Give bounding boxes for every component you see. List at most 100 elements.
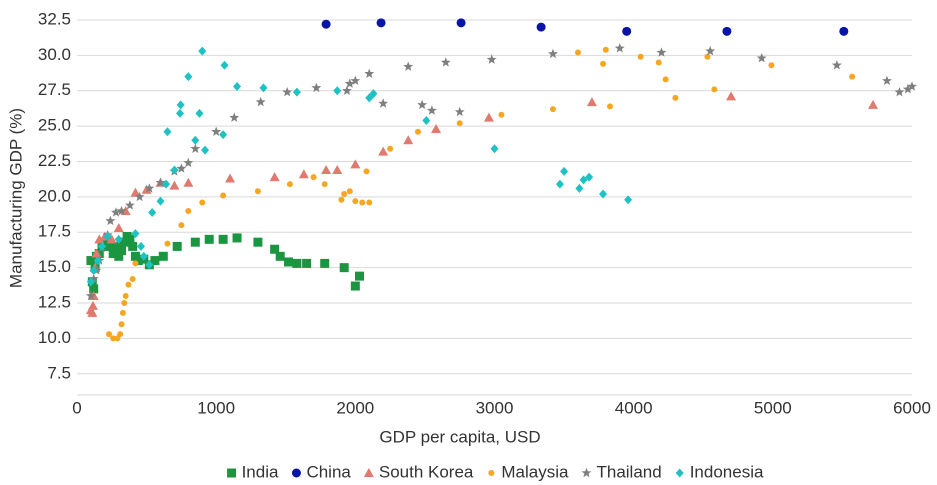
x-axis-label: GDP per capita, USD <box>379 427 540 446</box>
marker <box>282 86 293 97</box>
y-tick-label: 12.5 <box>38 293 71 312</box>
marker <box>454 106 465 117</box>
legend-marker <box>363 468 374 477</box>
marker <box>342 85 352 95</box>
marker <box>275 251 285 261</box>
marker <box>292 258 302 268</box>
marker <box>403 135 414 145</box>
marker <box>655 59 662 66</box>
marker <box>116 205 127 216</box>
marker <box>111 241 121 251</box>
marker <box>259 83 268 93</box>
marker <box>89 265 98 275</box>
marker <box>125 281 132 288</box>
marker <box>105 215 116 226</box>
marker <box>486 54 497 64</box>
marker <box>128 241 138 251</box>
marker <box>711 86 718 93</box>
marker <box>190 143 201 153</box>
marker <box>94 248 104 258</box>
marker <box>103 232 112 242</box>
legend-marker <box>291 468 301 478</box>
marker <box>269 172 280 182</box>
marker <box>132 260 139 267</box>
marker <box>831 60 842 70</box>
y-tick-label: 30.0 <box>38 45 71 64</box>
marker <box>134 191 145 202</box>
marker <box>352 198 359 205</box>
marker <box>417 99 428 110</box>
legend-marker <box>675 468 684 478</box>
marker <box>87 307 98 317</box>
marker <box>114 251 124 261</box>
marker <box>201 145 210 155</box>
marker <box>456 120 463 127</box>
marker <box>602 46 609 53</box>
marker <box>298 169 309 179</box>
marker <box>378 98 389 108</box>
legend-label: Malaysia <box>501 462 569 481</box>
marker <box>346 188 353 195</box>
marker <box>198 46 207 56</box>
marker <box>350 159 361 169</box>
marker <box>233 82 242 92</box>
marker <box>175 108 184 118</box>
legend-marker <box>488 470 495 476</box>
x-tick-label: 5000 <box>754 398 792 417</box>
marker <box>85 290 96 301</box>
marker <box>311 82 322 93</box>
marker <box>414 128 421 135</box>
marker <box>722 26 732 36</box>
legend-marker <box>227 468 237 478</box>
marker <box>229 112 240 122</box>
marker <box>110 335 117 342</box>
marker <box>355 271 365 281</box>
marker <box>121 300 128 307</box>
marker <box>378 146 389 156</box>
marker <box>131 229 140 239</box>
marker <box>575 49 581 56</box>
marker <box>292 87 301 97</box>
marker <box>849 73 856 80</box>
marker <box>768 62 775 69</box>
marker <box>332 164 343 174</box>
marker <box>178 222 185 229</box>
marker <box>704 53 711 60</box>
marker <box>907 81 917 91</box>
marker <box>536 22 546 32</box>
marker <box>302 258 312 268</box>
marker <box>839 26 849 36</box>
marker <box>106 331 113 338</box>
marker <box>117 246 127 256</box>
marker <box>155 177 166 187</box>
marker <box>93 256 102 266</box>
marker <box>176 163 187 173</box>
marker <box>141 184 152 194</box>
marker <box>191 135 200 145</box>
marker <box>133 256 143 266</box>
marker <box>204 234 214 244</box>
legend-label: India <box>242 462 279 481</box>
marker <box>321 19 331 29</box>
y-tick-label: 10.0 <box>38 328 71 347</box>
marker <box>387 145 394 152</box>
legend-label: Indonesia <box>690 462 764 481</box>
y-tick-label: 25.0 <box>38 116 71 135</box>
legend-label: South Korea <box>379 462 474 481</box>
marker <box>338 196 345 203</box>
marker <box>114 234 123 244</box>
y-tick-label: 15.0 <box>38 257 71 276</box>
marker <box>190 237 200 247</box>
marker <box>310 174 317 181</box>
marker <box>144 183 155 193</box>
marker <box>440 57 451 67</box>
marker <box>270 244 280 254</box>
marker <box>599 189 608 199</box>
marker <box>162 179 171 189</box>
marker <box>902 84 913 94</box>
marker <box>169 180 180 190</box>
marker <box>548 48 558 59</box>
marker <box>600 60 607 67</box>
marker <box>490 144 499 154</box>
marker <box>555 179 564 189</box>
